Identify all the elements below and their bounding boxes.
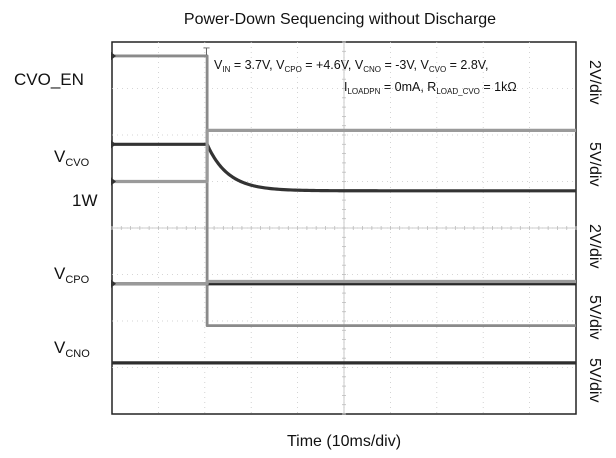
scale-label-5: 5V/div [586, 358, 603, 402]
scale-label-2: 5V/div [586, 142, 603, 186]
traces: T [111, 46, 576, 365]
label-vcpo: VCPO [54, 264, 90, 286]
trace-cvo-en [112, 54, 576, 328]
label-cvo-en: CVO_EN [14, 70, 84, 89]
trigger-marker: T [203, 46, 210, 58]
label-1w: 1W [72, 191, 98, 210]
grid [111, 41, 577, 415]
x-axis-label: Time (10ms/div) [287, 433, 401, 450]
channel-ground-marker [111, 51, 116, 60]
channel-ground-marker [111, 279, 116, 288]
trace-vcvo [112, 142, 576, 193]
scale-label-1: 2V/div [586, 60, 603, 104]
trace-vcpo-2 [112, 279, 576, 286]
label-vcno: VCNO [54, 338, 90, 360]
trace-1w [112, 128, 576, 184]
channel-ground-marker [111, 177, 116, 186]
scale-label-3: 2V/div [586, 224, 603, 268]
scale-label-4: 5V/div [586, 295, 603, 339]
conditions-line-1: VIN = 3.7V, VCPO = +4.6V, VCNO = -3V, VC… [214, 58, 488, 74]
channel-ground-marker [111, 140, 116, 149]
chart-title: Power-Down Sequencing without Discharge [184, 11, 496, 28]
label-vcvo: VCVO [54, 147, 90, 169]
conditions-line-2: ILOADPN = 0mA, RLOAD_CVO = 1kΩ [344, 80, 517, 96]
